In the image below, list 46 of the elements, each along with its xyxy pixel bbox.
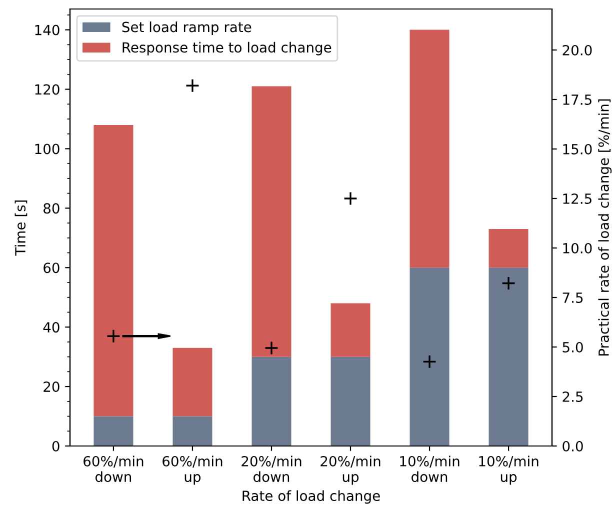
y2-tick-label: 17.5 [563, 94, 592, 105]
bar [94, 416, 134, 446]
y2-tick-label: 15.0 [563, 144, 592, 154]
x-tick-label: 10%/min down [400, 456, 460, 482]
point [185, 78, 200, 93]
x-axis-title: Rate of load change [242, 490, 380, 504]
y2-tick-label: 0.0 [562, 440, 583, 452]
bar [330, 356, 370, 446]
bar [488, 268, 528, 446]
bar [410, 30, 450, 268]
bar [330, 303, 370, 357]
bar [252, 86, 292, 357]
y2-axis-title: Practical rate of load change [%/min] [598, 99, 612, 356]
legend-label: Set load ramp rate [122, 22, 252, 35]
y2-tick-label: 5.0 [562, 342, 583, 352]
x-tick-label: 60%/min down [84, 456, 144, 482]
y-tick-label: 20 [44, 382, 60, 392]
y-axis-title: Time [s] [14, 200, 28, 256]
y-tick-label: 40 [43, 322, 60, 333]
point [264, 340, 279, 356]
y-tick-label: 120 [35, 84, 60, 95]
x-tick-label: 60%/min up [162, 456, 222, 485]
y-tick-label: 0 [52, 440, 60, 452]
point [343, 191, 358, 206]
y-tick-label: 140 [35, 24, 60, 36]
y-tick-label: 100 [35, 144, 60, 154]
bar [488, 228, 528, 268]
y2-tick-label: 10.0 [563, 242, 592, 254]
x-tick-label: 10%/min up [479, 456, 538, 485]
bar [172, 416, 212, 446]
bar [172, 348, 212, 416]
x-tick-label: 20%/min up [320, 456, 380, 485]
y2-tick-label: 12.5 [563, 193, 592, 204]
point [106, 329, 121, 344]
bar [94, 124, 134, 416]
y2-tick-label: 2.5 [562, 391, 583, 402]
y-tick-label: 80 [44, 203, 60, 214]
bar [410, 268, 450, 446]
point [501, 276, 516, 290]
y2-tick-label: 7.5 [562, 292, 583, 303]
x-tick-label: 20%/min down [242, 456, 302, 482]
point [422, 354, 437, 369]
y2-tick-label: 20.0 [562, 44, 592, 56]
y-tick-label: 60 [44, 262, 60, 274]
legend-label: Response time to load change [122, 42, 332, 56]
bar [252, 356, 292, 446]
